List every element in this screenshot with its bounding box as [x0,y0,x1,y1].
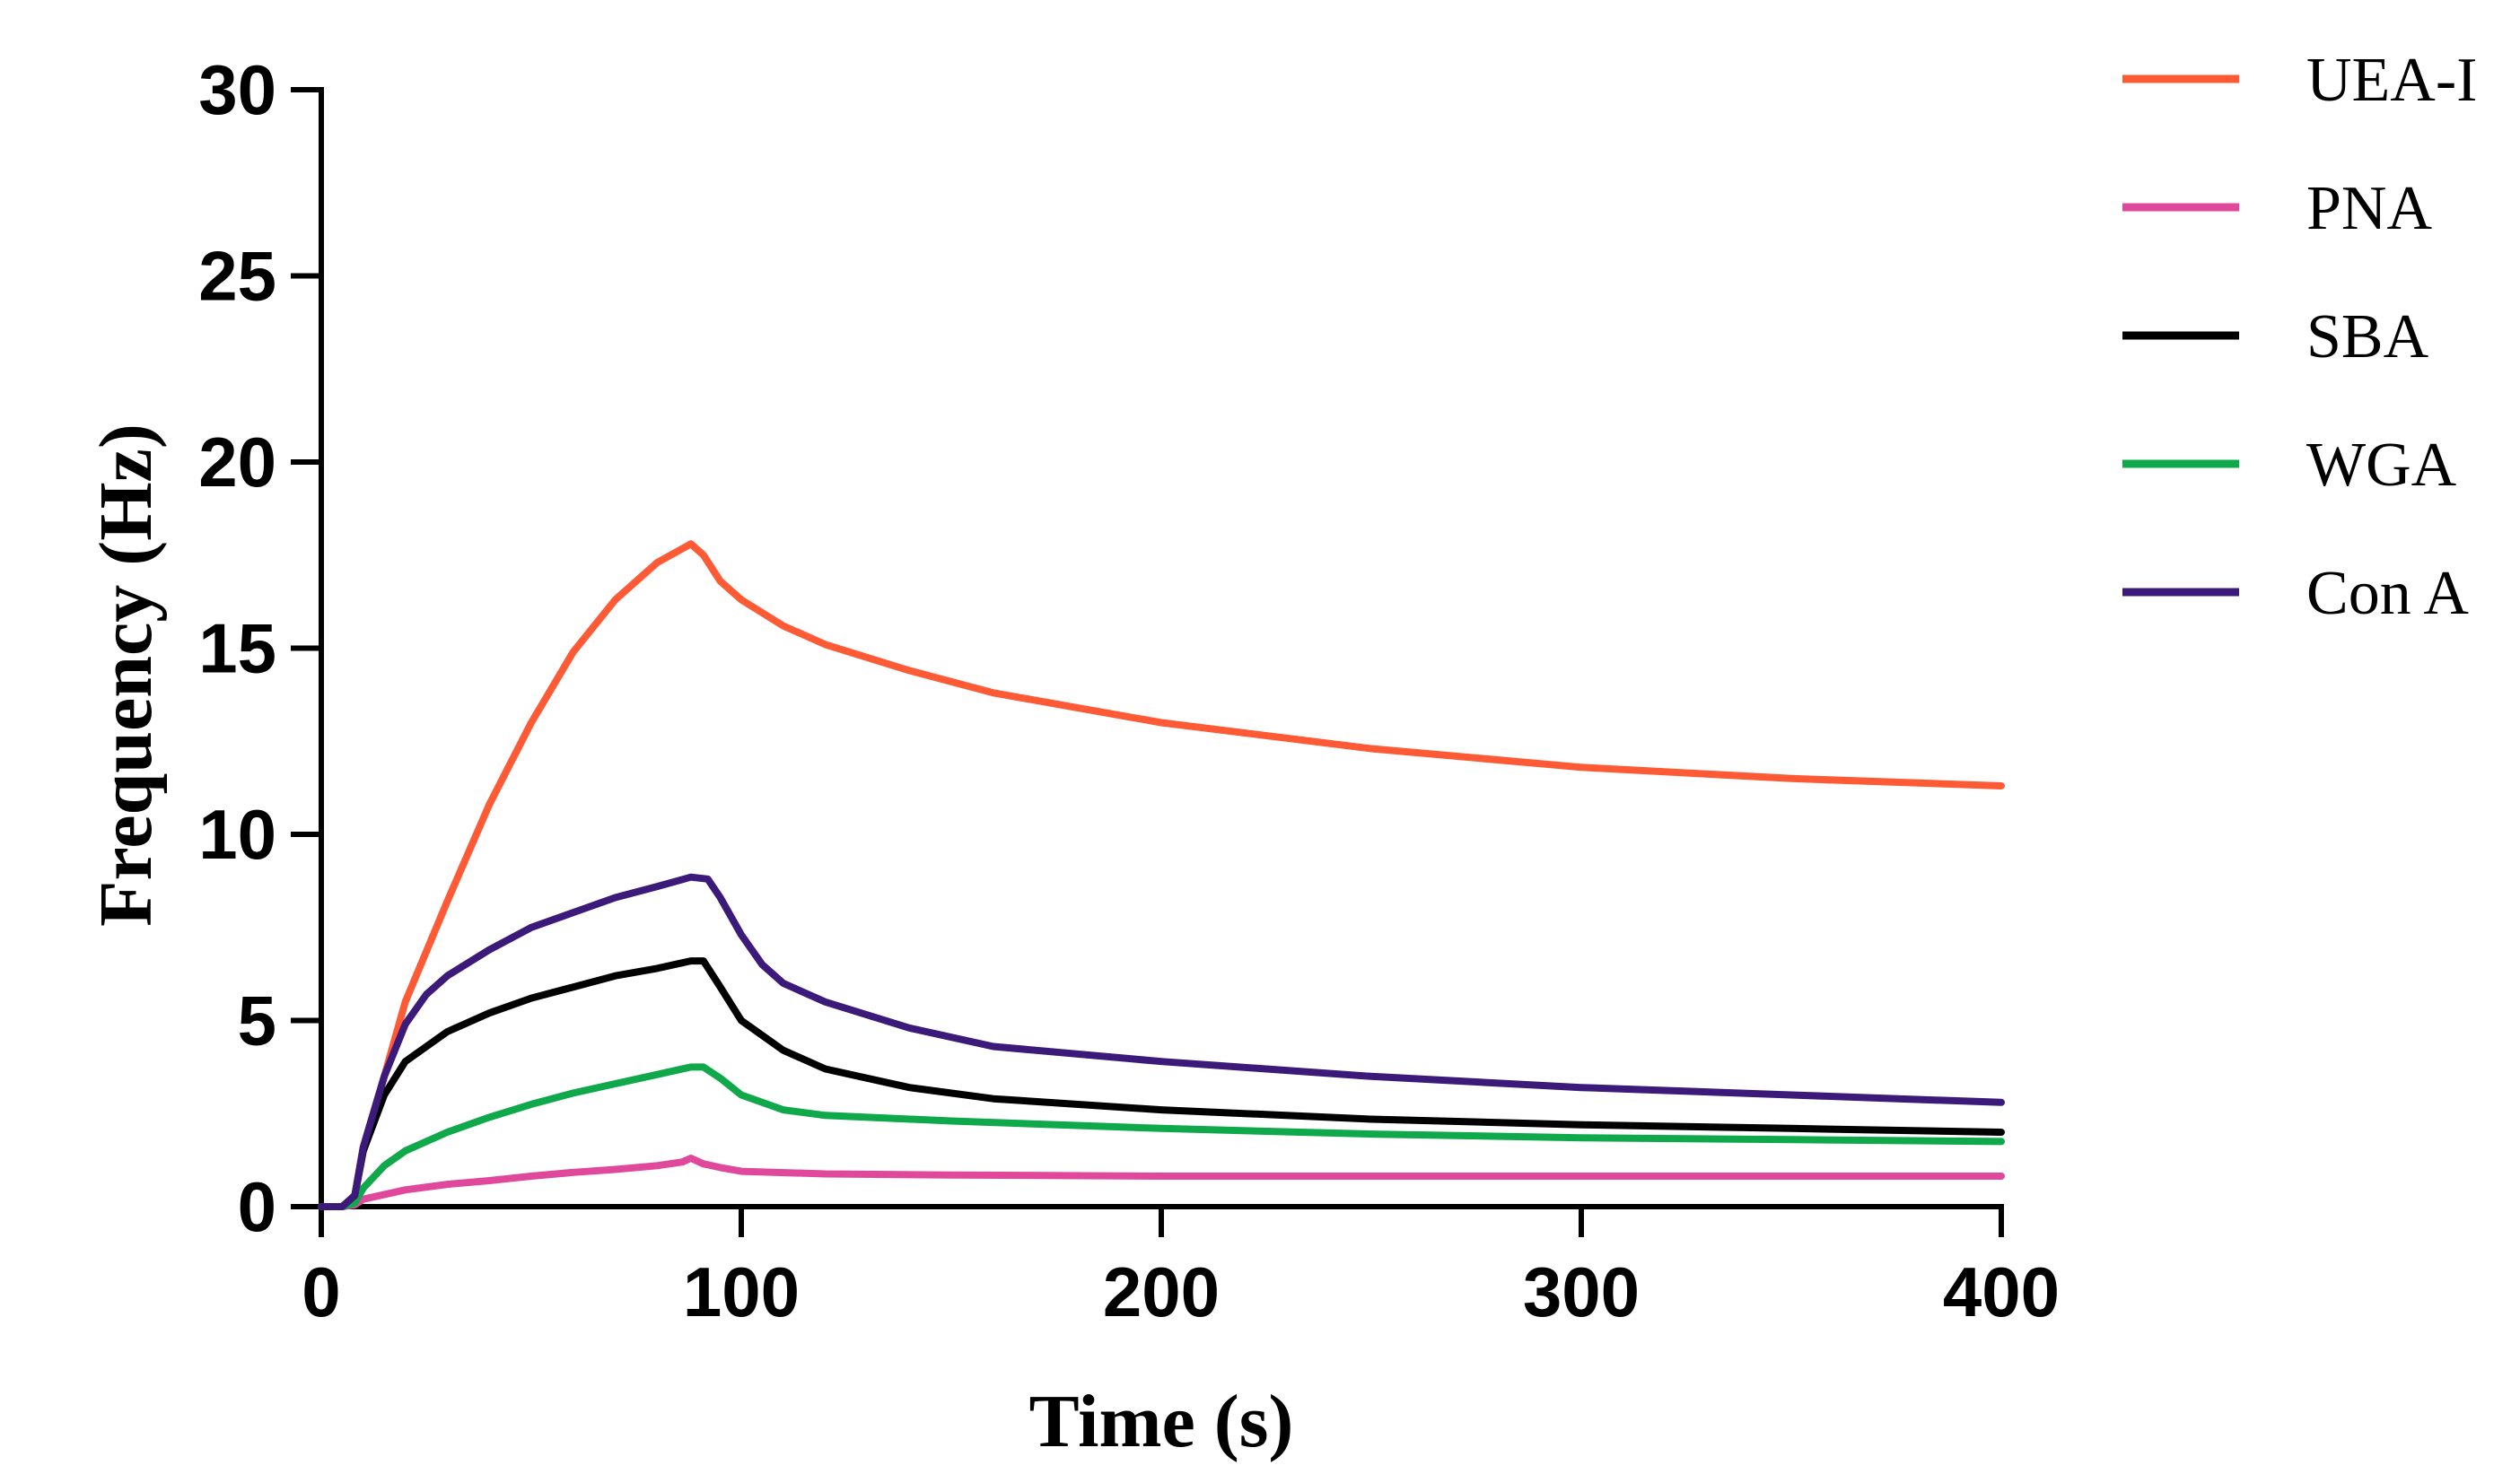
y-ticks: 0 5 10 15 20 25 30 [198,50,321,1246]
legend-label-wga: WGA [2306,431,2457,500]
x-tick-label: 200 [1103,1252,1220,1331]
x-tick-label: 400 [1943,1252,2060,1331]
y-tick-label: 25 [198,237,276,316]
x-tick-label: 300 [1523,1252,1640,1331]
x-ticks: 0 100 200 300 400 [302,1207,2060,1331]
series-line-pna [318,1155,2005,1210]
legend-label-pna: PNA [2306,174,2432,243]
y-tick-label: 10 [198,795,276,874]
y-tick-label: 5 [238,981,276,1060]
y-tick-label: 0 [238,1167,276,1246]
legend-label-sba: SBA [2306,302,2429,371]
y-tick-label: 15 [198,609,276,688]
series-group [318,540,2005,1210]
series-line-con-a [318,873,2005,1210]
x-tick-label: 0 [302,1252,340,1331]
x-axis-title: Time (s) [1029,1380,1294,1463]
y-axis-title: Frequency (Hz) [84,423,168,927]
x-tick-label: 100 [683,1252,800,1331]
series-line-wga [318,1063,2005,1210]
legend-label-uea-i: UEA-I [2306,46,2477,115]
y-tick-label: 20 [198,423,276,502]
legend-label-con-a: Con A [2306,559,2469,628]
y-tick-label: 30 [198,50,276,129]
legend: UEA-I PNA SBA WGA Con A [2122,46,2477,628]
series-line-sba [318,957,2005,1210]
